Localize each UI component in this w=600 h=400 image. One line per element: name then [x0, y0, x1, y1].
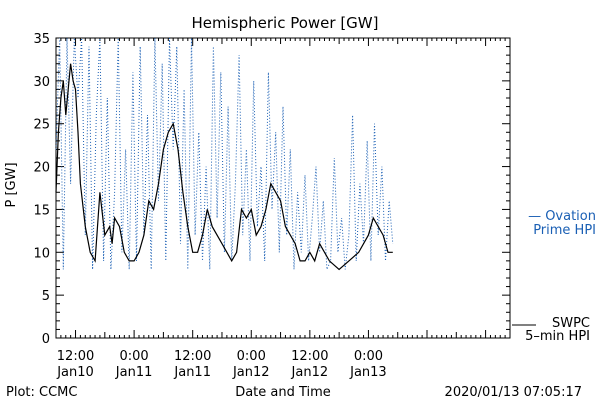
legend-swpc: SWPC 5–min HPI [512, 316, 590, 344]
y-tick-label: 35 [33, 32, 50, 47]
x-tick-label: 12:00 [57, 349, 94, 364]
x-tick-date-label: Jan13 [349, 365, 387, 380]
x-axis-label: Date and Time [235, 385, 331, 400]
x-tick-label: 12:00 [174, 349, 211, 364]
series-layer [55, 37, 394, 271]
x-tick-date-label: Jan12 [291, 365, 329, 380]
y-tick-label: 10 [33, 246, 50, 261]
y-tick-label: 20 [33, 161, 50, 176]
x-tick-label: 0:00 [120, 349, 149, 364]
x-tick-date-label: Jan11 [115, 365, 153, 380]
chart-title: Hemispheric Power [GW] [192, 14, 379, 32]
legend-ovation-label: — Ovation [528, 209, 596, 224]
x-tick-label: 12:00 [291, 349, 328, 364]
y-axis-ticks: 0 5 10 15 20 25 30 35 [33, 32, 510, 347]
x-tick-date-label: Jan12 [232, 365, 270, 380]
y-tick-label: 25 [33, 118, 50, 133]
x-tick-label: 0:00 [354, 349, 383, 364]
y-tick-label: 0 [42, 332, 50, 347]
legend-ovation: — Ovation Prime HPI [528, 209, 596, 238]
x-axis-ticks: 12:00Jan100:00Jan1112:00Jan110:00Jan1212… [55, 38, 511, 380]
y-tick-label: 15 [33, 203, 50, 218]
plot-timestamp: 2020/01/13 07:05:17 [445, 385, 582, 400]
x-tick-label: 0:00 [237, 349, 266, 364]
y-tick-label: 5 [42, 289, 50, 304]
x-tick-date-label: Jan10 [56, 365, 94, 380]
y-tick-label: 30 [33, 75, 50, 90]
x-tick-date-label: Jan11 [173, 365, 211, 380]
series-ovation-line [55, 37, 394, 270]
plot-credit: Plot: CCMC [6, 385, 77, 400]
legend-swpc-label-2: 5–min HPI [525, 329, 590, 344]
series-swpc-line [55, 63, 393, 271]
y-axis-label: P [GW] [4, 162, 19, 207]
legend-ovation-label-2: Prime HPI [533, 223, 596, 238]
plot-frame [55, 37, 511, 339]
legend-swpc-label: SWPC [552, 316, 590, 331]
